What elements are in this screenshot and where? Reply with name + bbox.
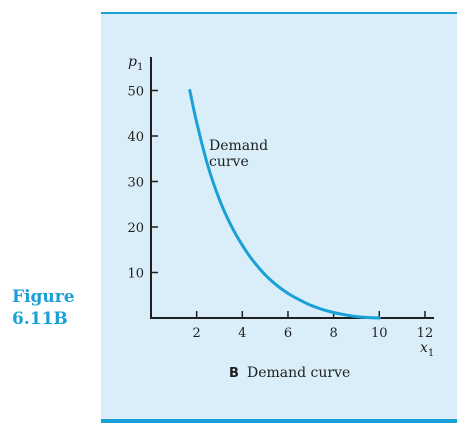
curve-annotation-line2: curve — [209, 154, 249, 170]
x-tick-label: 10 — [371, 326, 388, 341]
caption-text: Demand curve — [247, 365, 350, 381]
x-tick-label: 2 — [193, 326, 201, 341]
chart-axes — [150, 57, 434, 319]
chart-ticks: 2 4 6 8 10 12 10 20 30 40 50 — [127, 85, 433, 342]
demand-curve-line — [188, 89, 381, 320]
figure-label: Figure 6.11B — [12, 286, 75, 330]
x-tick-label: 4 — [238, 326, 246, 341]
curve-annotation: Demand curve — [209, 138, 273, 170]
y-tick-label: 50 — [127, 85, 144, 100]
figure-label-number: 6.11B — [12, 309, 68, 329]
figure-label-word: Figure — [12, 287, 75, 307]
figure-caption: B Demand curve — [229, 362, 350, 381]
y-tick-label: 30 — [127, 176, 144, 191]
x-tick-label: 8 — [329, 326, 337, 341]
x-axis-label: x1 — [420, 340, 434, 359]
y-axis-label-base: p — [128, 54, 137, 70]
x-tick-label: 6 — [284, 326, 292, 341]
y-tick-label: 20 — [127, 221, 144, 236]
y-axis-label-sub: 1 — [137, 62, 143, 73]
y-axis-label: p1 — [128, 54, 143, 73]
x-tick-label: 12 — [417, 326, 434, 341]
x-axis-label-sub: 1 — [428, 348, 434, 359]
y-tick-label: 40 — [127, 130, 144, 145]
x-axis-label-base: x — [420, 340, 428, 356]
y-tick-label: 10 — [127, 267, 144, 282]
curve-annotation-line1: Demand — [209, 138, 268, 154]
figure-panel — [101, 14, 457, 422]
bottom-rule — [101, 419, 457, 423]
caption-letter: B — [229, 366, 239, 381]
